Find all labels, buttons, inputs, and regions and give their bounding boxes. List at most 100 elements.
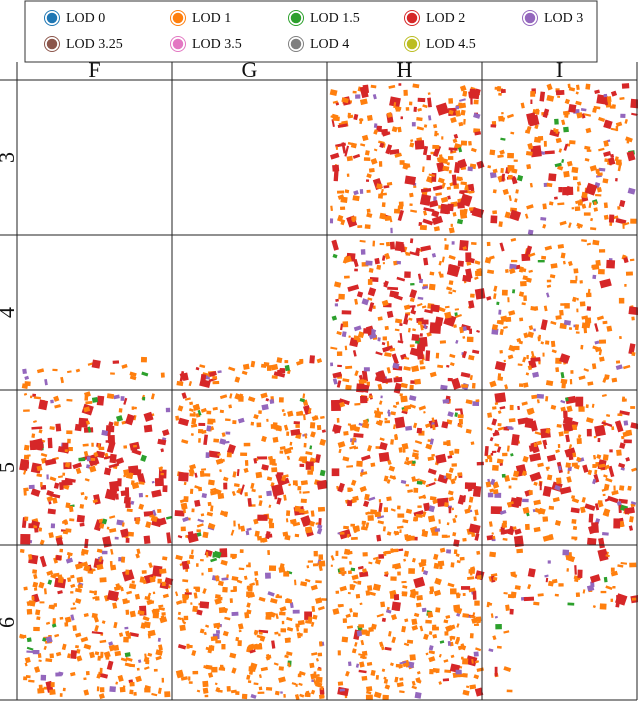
- building: [199, 364, 206, 369]
- building: [411, 618, 418, 626]
- building: [123, 469, 130, 477]
- building: [38, 429, 43, 434]
- building: [279, 563, 285, 569]
- building: [120, 396, 125, 401]
- building: [452, 212, 457, 217]
- building: [231, 667, 237, 674]
- building: [375, 674, 379, 680]
- building: [340, 206, 346, 210]
- building: [336, 351, 343, 356]
- building: [200, 513, 205, 517]
- building: [510, 571, 516, 576]
- building: [411, 365, 420, 373]
- building: [379, 142, 385, 148]
- building: [562, 421, 574, 433]
- building: [470, 293, 475, 298]
- building: [260, 392, 268, 399]
- building: [198, 438, 201, 443]
- building: [591, 363, 597, 370]
- building: [283, 571, 290, 577]
- building: [585, 292, 592, 298]
- building: [309, 520, 315, 527]
- building: [383, 678, 389, 684]
- building: [281, 408, 285, 413]
- building: [347, 487, 351, 492]
- building: [416, 117, 423, 122]
- building: [409, 203, 413, 206]
- building: [429, 496, 437, 501]
- building: [378, 554, 385, 559]
- building: [454, 606, 463, 615]
- building: [303, 628, 308, 633]
- building: [604, 377, 609, 380]
- building: [489, 457, 493, 463]
- building: [54, 404, 61, 409]
- building: [52, 368, 58, 372]
- building: [123, 445, 128, 449]
- building: [512, 526, 517, 530]
- building: [381, 202, 386, 208]
- building: [449, 353, 456, 359]
- building: [600, 590, 607, 594]
- building: [494, 615, 498, 619]
- building: [367, 515, 374, 521]
- building: [455, 110, 461, 117]
- building: [557, 202, 565, 206]
- building: [330, 152, 340, 160]
- building: [140, 356, 147, 363]
- building: [221, 644, 226, 650]
- building: [331, 468, 340, 477]
- building: [287, 410, 294, 417]
- building: [200, 407, 207, 413]
- building: [570, 507, 580, 514]
- building: [579, 301, 586, 307]
- building: [354, 402, 361, 406]
- building: [338, 448, 342, 454]
- building: [296, 360, 304, 366]
- building: [432, 633, 438, 639]
- building: [488, 576, 492, 582]
- building: [392, 362, 400, 370]
- building: [84, 478, 90, 482]
- building: [568, 222, 572, 229]
- building: [45, 635, 53, 644]
- building: [440, 384, 448, 391]
- building: [469, 375, 473, 381]
- building: [466, 261, 472, 266]
- building: [397, 205, 404, 210]
- building: [484, 446, 489, 457]
- building: [489, 149, 496, 156]
- building: [465, 268, 473, 280]
- building: [526, 277, 532, 283]
- building: [128, 583, 137, 590]
- building: [179, 624, 186, 632]
- building: [631, 467, 637, 472]
- tile-grid: [19, 83, 638, 701]
- building: [144, 666, 150, 670]
- building: [630, 501, 637, 506]
- building: [349, 561, 352, 565]
- building: [584, 157, 590, 162]
- building: [461, 384, 468, 388]
- building: [52, 618, 56, 625]
- building: [188, 408, 194, 412]
- building: [599, 356, 605, 362]
- building: [420, 188, 432, 193]
- building: [487, 269, 495, 274]
- building: [364, 150, 370, 156]
- building: [465, 399, 473, 405]
- building: [392, 564, 398, 569]
- building: [194, 499, 201, 507]
- building: [195, 366, 200, 371]
- building: [331, 119, 335, 127]
- building: [217, 370, 222, 374]
- building: [474, 131, 482, 136]
- building: [489, 551, 497, 558]
- building: [381, 646, 385, 651]
- building: [331, 315, 338, 321]
- building: [113, 394, 120, 400]
- building: [115, 415, 123, 422]
- building: [511, 477, 518, 481]
- building: [336, 330, 342, 336]
- building: [533, 442, 537, 447]
